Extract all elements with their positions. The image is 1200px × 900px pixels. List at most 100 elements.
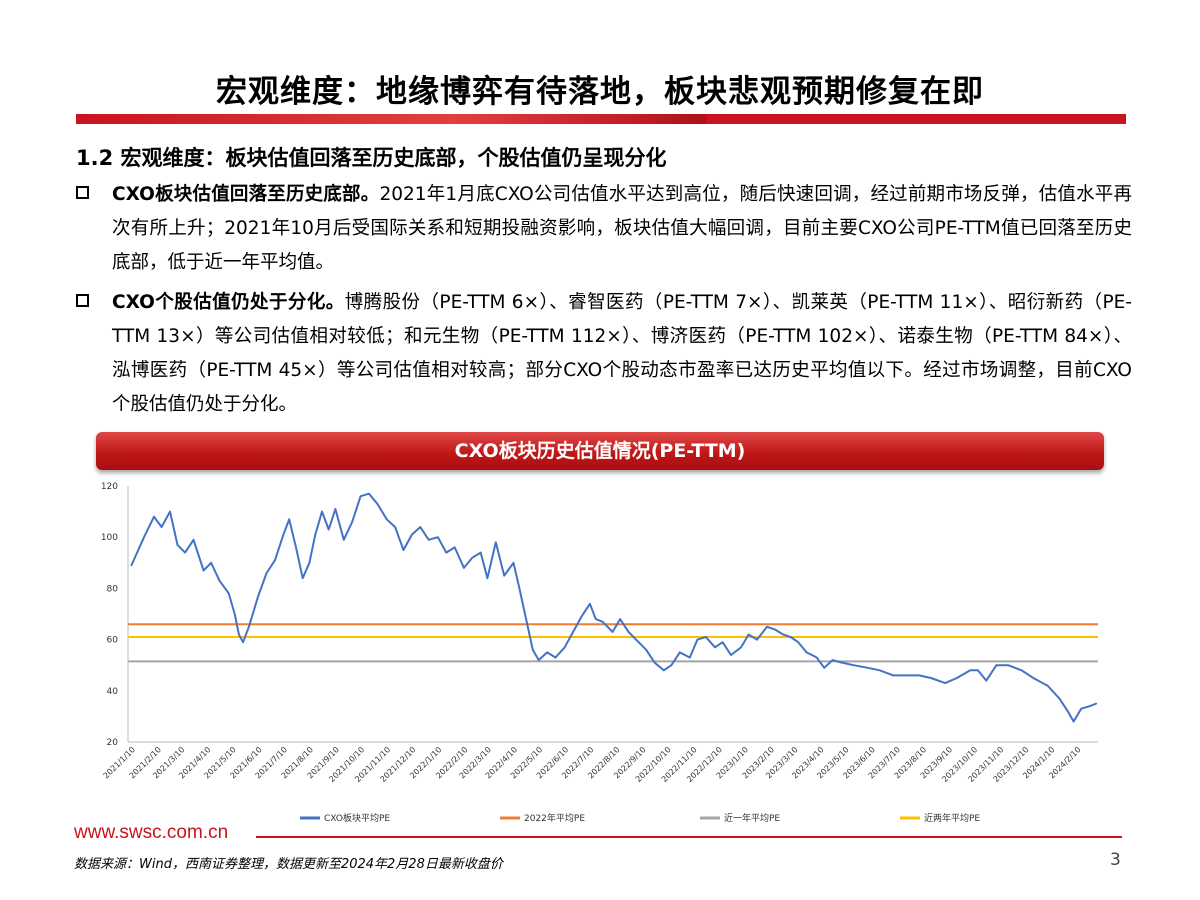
data-point [218,579,221,582]
data-point [1032,677,1035,679]
data-point [210,562,212,564]
data-point [160,526,163,528]
data-point [563,646,566,649]
data-point [930,677,932,679]
data-point [192,538,195,541]
data-point [486,577,489,579]
section-heading: 1.2 宏观维度：板块估值回落至历史底部，个股估值仍呈现分化 [76,146,667,170]
data-point [956,677,958,679]
data-point [1080,707,1083,710]
data-point [525,618,527,620]
data-point [782,633,784,636]
data-point [495,541,497,544]
data-point [904,674,906,677]
pe-chart: 20 40 60 80 100 120 2021/1/10 2021/2/10 2021/3/1… [60,476,1130,828]
data-point [1007,664,1009,666]
footer-divider [256,836,1122,838]
data-point [327,528,330,531]
data-point [343,538,345,541]
data-point [985,679,988,682]
data-point [257,595,259,597]
data-point [815,656,818,659]
data-point [730,654,732,656]
data-point [411,533,413,536]
data-point [1072,720,1075,723]
data-point [537,659,540,661]
website-link[interactable]: www.swsc.com.cn [74,822,229,843]
data-point [892,674,894,677]
data-point [321,510,323,513]
data-point [789,636,792,638]
checkbox-bullet-icon [76,294,89,307]
legend-label: CXO板块平均PE [324,812,390,824]
data-point [773,628,776,631]
legend-label: 近两年平均PE [924,812,980,824]
data-point [308,562,311,564]
y-tick-label: 20 [107,738,119,748]
data-source-note: 数据来源：Wind，西南证券整理，数据更新至2024年2月28日最新收盘价 [74,857,503,872]
data-point [427,538,430,541]
data-point [589,602,591,605]
data-point [797,641,799,643]
data-point [351,521,354,523]
data-point [282,533,285,536]
data-point [637,641,640,643]
data-point [153,515,155,518]
data-point [453,546,456,549]
series-line-cxo-pe [130,492,1097,723]
data-point [402,549,405,551]
data-point [242,641,244,643]
data-point [419,526,422,528]
y-tick-label: 100 [101,533,118,543]
chart-title-banner: CXO板块历史估值情况(PE-TTM) [96,432,1104,470]
data-point [1095,702,1098,705]
data-point [878,669,881,672]
data-point [756,638,758,641]
data-point [831,659,834,661]
bullet-bold-1: CXO板块估值回落至历史底部。 [112,184,380,205]
y-tick-label: 60 [107,636,119,646]
legend-label: 2022年平均PE [524,812,585,824]
data-point [995,664,998,666]
data-point [1058,697,1061,700]
data-point [867,666,869,669]
data-point [1088,705,1091,707]
data-point [627,631,630,633]
data-point [740,646,742,649]
data-point [747,633,750,636]
bullet-text-2: CXO个股估值仍处于分化。博腾股份（PE-TTM 6×）、睿智医药（PE-TTM… [112,286,1132,422]
data-point [580,615,583,618]
data-point [841,661,843,664]
data-point [1020,669,1023,672]
data-point [202,569,205,572]
data-point [721,641,724,643]
data-point [184,551,186,554]
data-point [518,587,521,590]
data-point [314,533,317,536]
page-title: 宏观维度：地缘博弈有待落地，板块悲观预期修复在即 [216,74,984,110]
data-point [176,544,179,546]
data-point [238,633,240,636]
data-point [394,526,396,528]
data-point [1046,684,1049,687]
data-point [1066,710,1069,713]
data-point [670,664,673,666]
data-point [227,592,230,595]
data-point [572,631,574,633]
data-point [233,613,236,615]
data-point [969,669,972,672]
data-point [653,661,656,664]
data-point [977,669,979,672]
data-point [689,656,691,659]
data-point [437,536,439,538]
data-point [130,564,133,567]
data-point [554,656,557,659]
legend-label: 近一年平均PE [724,812,780,824]
data-point [368,492,370,495]
data-point [678,651,681,654]
data-point [531,649,534,651]
data-point [169,510,171,513]
y-tick-label: 120 [101,482,118,492]
data-point [663,669,665,672]
data-point [619,618,621,620]
